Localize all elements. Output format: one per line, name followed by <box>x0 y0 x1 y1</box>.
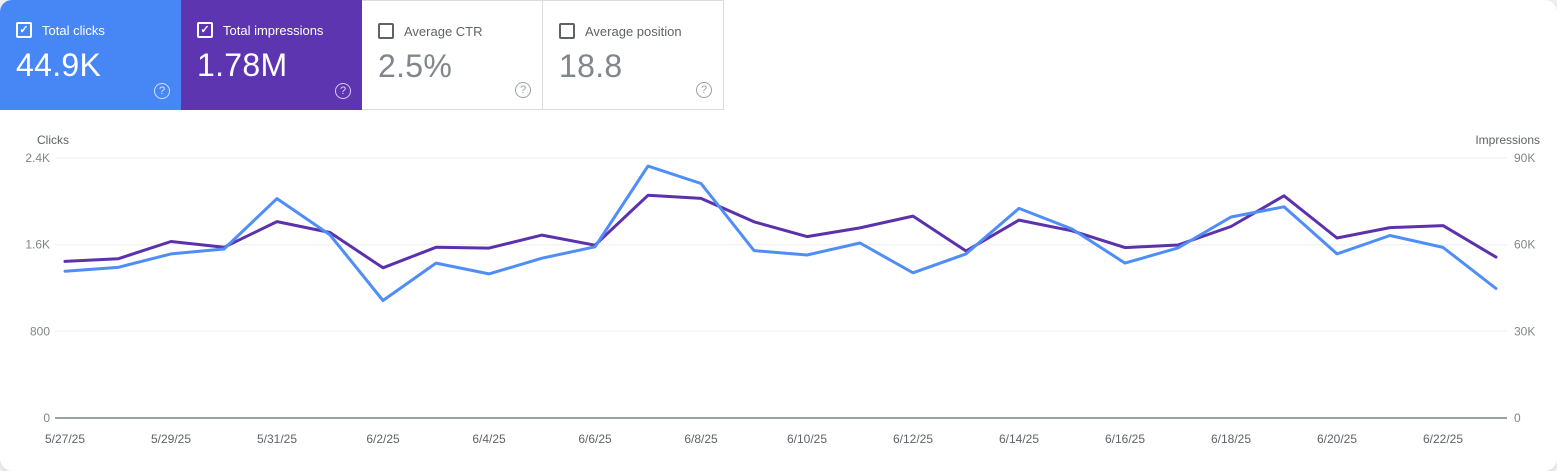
checkbox-checked-icon[interactable]: ✓ <box>197 22 213 38</box>
impressions-axis-tick: 60K <box>1514 238 1535 252</box>
card-label: Total impressions <box>223 22 324 38</box>
card-value: 1.78M <box>197 47 288 83</box>
impressions-axis-tick: 90K <box>1514 151 1535 165</box>
card-value: 18.8 <box>559 48 623 84</box>
clicks-axis-title: Clicks <box>37 133 69 147</box>
x-axis-label: 6/12/25 <box>893 432 933 446</box>
card-value: 2.5% <box>378 48 453 84</box>
x-axis-label: 6/6/25 <box>578 432 612 446</box>
help-icon[interactable]: ? <box>154 83 170 99</box>
help-icon[interactable]: ? <box>515 82 531 98</box>
card-total-clicks[interactable]: ✓ Total clicks 44.9K ? <box>0 0 181 110</box>
help-icon[interactable]: ? <box>335 83 351 99</box>
x-axis-label: 6/14/25 <box>999 432 1039 446</box>
clicks-axis-tick: 2.4K <box>25 151 50 165</box>
card-header: Average position <box>559 23 707 39</box>
x-axis-label: 6/10/25 <box>787 432 827 446</box>
x-axis-label: 6/20/25 <box>1317 432 1357 446</box>
card-value: 44.9K <box>16 47 102 83</box>
checkbox-unchecked-icon[interactable] <box>378 23 394 39</box>
x-axis-label: 6/22/25 <box>1423 432 1463 446</box>
clicks-axis-tick: 800 <box>30 324 50 338</box>
x-axis-label: 6/8/25 <box>684 432 718 446</box>
x-axis-label: 6/2/25 <box>366 432 400 446</box>
checkbox-unchecked-icon[interactable] <box>559 23 575 39</box>
metric-cards-row: ✓ Total clicks 44.9K ? ✓ Total impressio… <box>0 0 724 110</box>
card-label: Average CTR <box>404 23 483 39</box>
card-label: Average position <box>585 23 682 39</box>
card-label: Total clicks <box>42 22 105 38</box>
clicks-axis-tick: 0 <box>43 411 50 425</box>
card-header: ✓ Total impressions <box>197 22 346 38</box>
x-axis-label: 6/16/25 <box>1105 432 1145 446</box>
x-axis-label: 5/29/25 <box>151 432 191 446</box>
card-average-position[interactable]: Average position 18.8 ? <box>543 0 724 110</box>
checkbox-checked-icon[interactable]: ✓ <box>16 22 32 38</box>
impressions-axis-title: Impressions <box>1475 133 1540 147</box>
clicks-axis-tick: 1.6K <box>25 238 50 252</box>
card-header: Average CTR <box>378 23 526 39</box>
x-axis-label: 5/31/25 <box>257 432 297 446</box>
x-axis-label: 5/27/25 <box>45 432 85 446</box>
x-axis-label: 6/4/25 <box>472 432 506 446</box>
card-average-ctr[interactable]: Average CTR 2.5% ? <box>362 0 543 110</box>
card-header: ✓ Total clicks <box>16 22 165 38</box>
x-axis-label: 6/18/25 <box>1211 432 1251 446</box>
impressions-axis-tick: 0 <box>1514 411 1521 425</box>
card-total-impressions[interactable]: ✓ Total impressions 1.78M ? <box>181 0 362 110</box>
clicks-line[interactable] <box>63 164 1498 302</box>
help-icon[interactable]: ? <box>696 82 712 98</box>
impressions-axis-tick: 30K <box>1514 324 1535 338</box>
